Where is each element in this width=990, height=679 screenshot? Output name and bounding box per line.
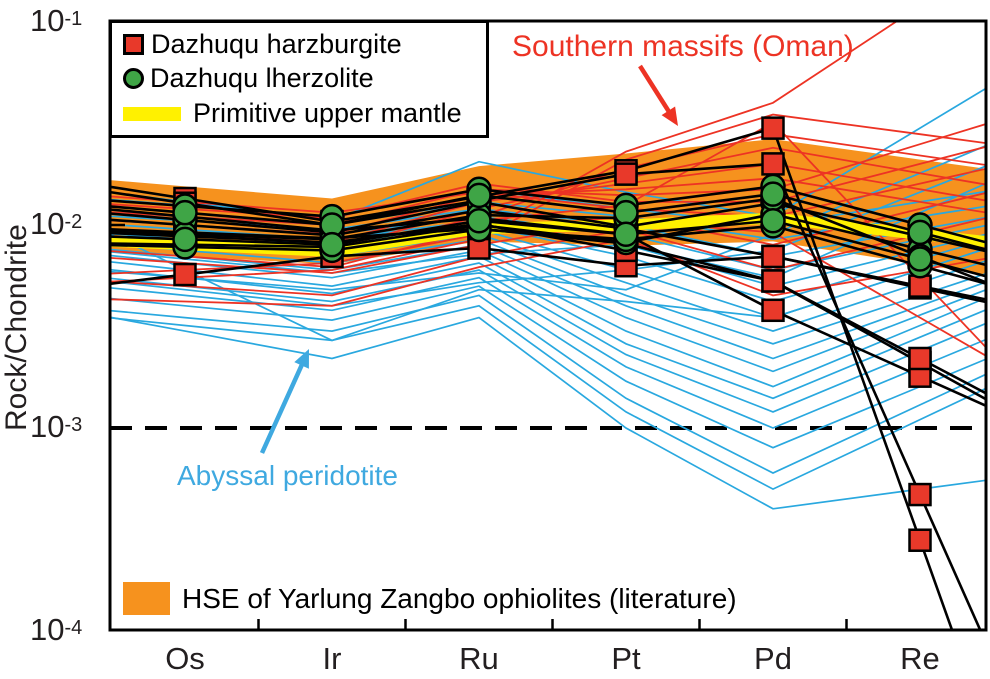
lherzolite-marker — [172, 199, 198, 226]
lherzolite-marker — [760, 207, 786, 234]
oman-massif-line — [110, 238, 986, 307]
lherzolite-marker — [466, 182, 492, 209]
oman-massif-line — [110, 145, 986, 220]
harzburgite-marker — [761, 298, 785, 323]
harzburgite-marker — [908, 482, 932, 507]
x-tick-label-Re: Re — [900, 641, 940, 676]
oman-arrow-head — [661, 106, 678, 126]
y-tick-label: 10-3 — [30, 409, 83, 444]
harzburgite-marker — [761, 244, 785, 269]
harzburgite-marker — [761, 116, 785, 140]
x-tick-label-Pt: Pt — [611, 641, 641, 676]
x-tick-label-Pd: Pd — [754, 641, 792, 676]
legend-row-harzburgite: Dazhuqu harzburgite — [123, 29, 486, 60]
abyssal-peridotite-line — [110, 165, 986, 307]
harzburgite-marker — [761, 269, 785, 293]
lherzolite-marker — [760, 181, 786, 207]
plot-area — [110, 21, 986, 630]
oman-massif-line — [110, 217, 986, 297]
lherzolite-circle-icon — [123, 68, 144, 90]
legend-label-harzburgite: Dazhuqu harzburgite — [151, 28, 402, 59]
oman-arrow — [638, 64, 674, 118]
y-axis-title: Rock/Chondrite — [0, 224, 33, 432]
literature-band-label: HSE of Yarlung Zangbo ophiolites (litera… — [182, 582, 737, 614]
harzburgite-marker — [908, 528, 932, 552]
sample-line — [110, 222, 986, 395]
oman-massif-line — [110, 167, 986, 218]
harzburgite-marker — [761, 152, 785, 176]
abyssal-peridotite-line — [110, 87, 986, 222]
abyssal-peridotite-line — [110, 269, 986, 413]
abyssal-peridotite-line — [110, 276, 986, 429]
legend-row-pum: Primitive upper mantle — [123, 98, 486, 129]
abyssal-peridotite-line — [110, 294, 986, 474]
literature-orange-swatch-icon — [123, 582, 170, 615]
oman-massif-line — [110, 113, 986, 283]
sample-line — [110, 219, 986, 278]
lherzolite-marker — [172, 226, 198, 253]
sample-line — [110, 192, 986, 251]
harzburgite-square-icon — [123, 33, 144, 55]
abyssal-arrow — [259, 359, 307, 454]
legend-label-lherzolite: Dazhuqu lherzolite — [150, 63, 374, 94]
harzburgite-marker — [614, 162, 638, 186]
x-tick-label-Ir: Ir — [322, 641, 342, 676]
oman-annotation-label: Southern massifs (Oman) — [512, 30, 854, 63]
y-tick-label: 10-1 — [30, 3, 83, 38]
lherzolite-marker — [613, 221, 639, 248]
abyssal-peridotite-line — [110, 285, 986, 449]
x-tick-label-Ru: Ru — [459, 641, 499, 676]
legend-label-pum: Primitive upper mantle — [193, 98, 462, 129]
plot-border — [108, 19, 988, 632]
sample-line — [110, 200, 986, 253]
abyssal-peridotite-line — [110, 304, 986, 491]
lherzolite-marker — [613, 199, 639, 226]
legend: Dazhuqu harzburgite Dazhuqu lherzolite P… — [109, 20, 489, 138]
abyssal-arrow-head — [294, 349, 309, 369]
abyssal-annotation-label: Abyssal peridotite — [177, 460, 399, 491]
abyssal-peridotite-line — [110, 144, 986, 291]
sample-line — [110, 185, 986, 244]
lherzolite-marker — [466, 207, 492, 234]
legend-row-lherzolite: Dazhuqu lherzolite — [123, 63, 486, 94]
abyssal-peridotite-line — [110, 182, 986, 279]
sample-line — [110, 246, 986, 304]
harzburgite-marker — [173, 262, 197, 287]
x-tick-label-Os: Os — [165, 641, 205, 676]
harzburgite-marker — [908, 274, 932, 298]
abyssal-peridotite-line — [110, 233, 986, 342]
harzburgite-marker — [908, 346, 932, 371]
pum-bar-icon — [123, 106, 181, 121]
sample-line — [110, 126, 954, 630]
literature-band-legend: HSE of Yarlung Zangbo ophiolites (litera… — [123, 582, 737, 615]
sample-line — [110, 224, 986, 285]
y-tick-label: 10-2 — [30, 206, 83, 241]
sample-line — [110, 209, 986, 301]
lherzolite-marker — [907, 219, 933, 246]
abyssal-peridotite-line — [110, 316, 986, 510]
y-tick-label: 10-4 — [30, 612, 83, 647]
sample-line — [110, 197, 986, 284]
lherzolite-marker — [907, 246, 933, 272]
lherzolite-marker — [319, 231, 345, 258]
